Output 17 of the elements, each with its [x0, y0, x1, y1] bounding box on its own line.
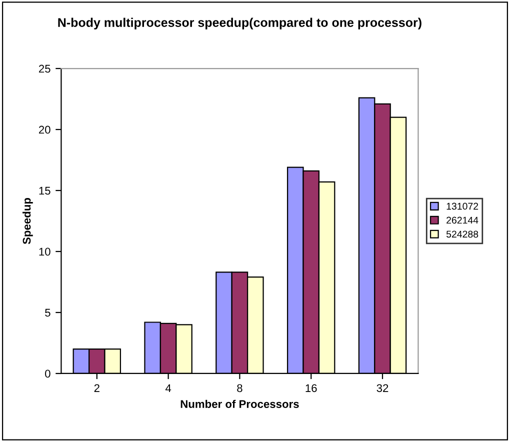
legend-label: 131072	[446, 202, 478, 210]
x-tick-label: 8	[237, 384, 242, 392]
x-axis-title: Number of Processors	[180, 400, 299, 408]
y-tick-label: 15	[39, 186, 50, 195]
y-tick-label: 20	[38, 126, 50, 134]
x-tick-label: 32	[376, 384, 388, 392]
x-tick-label: 4	[165, 384, 172, 392]
legend-label: 262144	[446, 216, 478, 224]
y-tick-label: 25	[38, 64, 50, 73]
x-tick-label: 2	[94, 384, 100, 392]
x-tick-label: 16	[306, 384, 317, 392]
y-tick-label: 10	[39, 248, 50, 256]
y-tick-label: 0	[45, 370, 50, 378]
legend-label: 524288	[446, 230, 478, 238]
chart-title: N-body multiprocessor speedup(compared to one processor)	[58, 18, 422, 30]
y-axis-title: Speedup	[22, 198, 33, 244]
y-tick-label: 5	[45, 308, 50, 317]
